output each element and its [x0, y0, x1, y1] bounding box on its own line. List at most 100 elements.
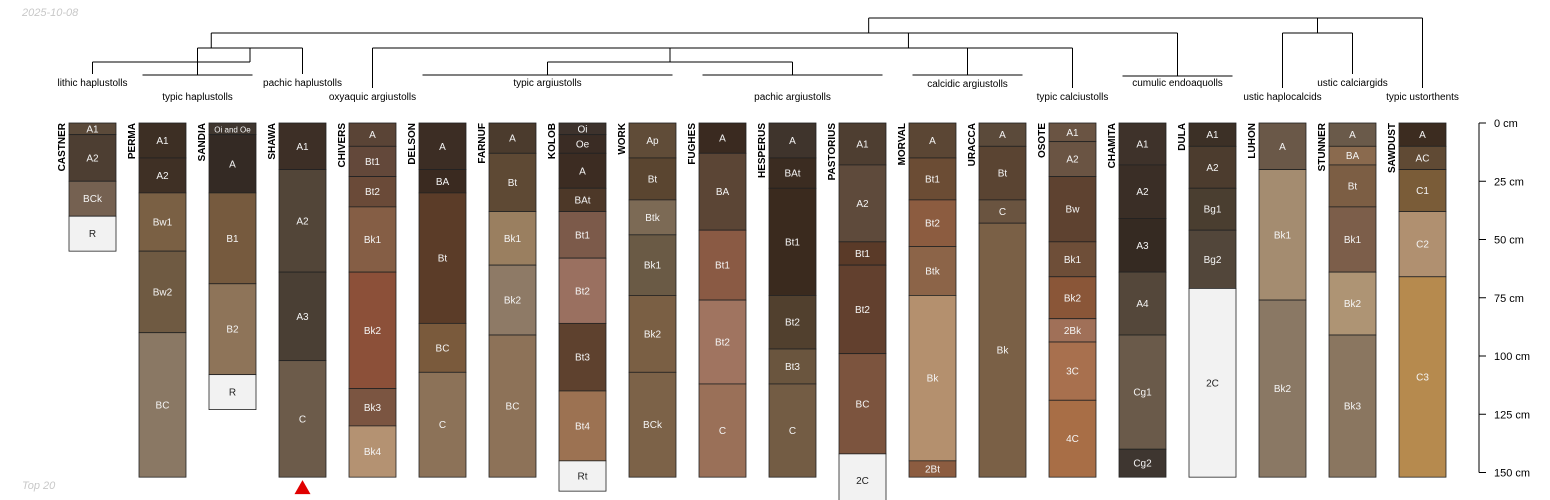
- horizon-perma-bc: [138, 332, 187, 478]
- horizon-label: A2: [1136, 187, 1149, 198]
- horizon-label: A3: [1136, 241, 1149, 252]
- horizon-label: Ap: [646, 136, 659, 147]
- horizon-label: A: [1419, 130, 1426, 141]
- horizon-label: Bk2: [1274, 384, 1292, 395]
- horizon-morval-bt2: [908, 199, 957, 247]
- horizon-label: Btk: [925, 266, 940, 277]
- horizon-label: A2: [296, 216, 309, 227]
- profile-name-chivers: CHIVERS: [337, 123, 348, 168]
- horizon-chamita-a4: [1118, 271, 1167, 336]
- horizon-delson-bc: [418, 322, 467, 373]
- horizon-dula-bg1: [1188, 187, 1237, 231]
- horizon-sawdust-c3: [1398, 276, 1447, 478]
- horizon-label: A2: [1066, 155, 1079, 166]
- horizon-stunner-bk3: [1328, 334, 1377, 478]
- profile-name-uracca: URACCA: [967, 123, 978, 166]
- horizon-dula-a2: [1188, 145, 1237, 189]
- horizon-farnuf-a: [488, 122, 537, 154]
- profile-name-delson: DELSON: [407, 123, 418, 165]
- horizon-label: Bt3: [575, 353, 590, 364]
- horizon-label: BC: [856, 399, 870, 410]
- profile-delson: A BA Bt BC C DELSON: [407, 122, 467, 478]
- profile-kolob: Oi Oe A BAt Bt1 Bt2 Bt3 Bt4 Rt KOLOB: [547, 122, 607, 492]
- profile-name-kolob: KOLOB: [547, 123, 558, 159]
- axis-tick-label: 25 cm: [1494, 176, 1524, 188]
- horizon-label: A: [509, 134, 516, 145]
- horizon-label: Bk1: [364, 235, 382, 246]
- horizon-label: A: [439, 142, 446, 153]
- horizon-chamita-a3: [1118, 218, 1167, 273]
- horizon-label: A4: [1136, 299, 1149, 310]
- horizon-label: Bt1: [575, 230, 590, 241]
- horizon-fughes-ba: [698, 152, 747, 231]
- soil-profiles: A1 A2 BCk R CASTNER A1 A2 Bw1 Bw2 BC PERMA Oi and O…: [57, 122, 1447, 500]
- horizon-label: Oi and Oe: [214, 125, 251, 134]
- horizon-chamita-cg2: [1118, 448, 1167, 478]
- footer-label: Top 20: [22, 480, 56, 492]
- horizon-label: BCk: [643, 420, 663, 431]
- horizon-label: Bk1: [1344, 235, 1362, 246]
- taxon-label-pachic-haplustolls: pachic haplustolls: [263, 78, 342, 89]
- horizon-work-bt: [628, 157, 677, 201]
- horizon-label: Bk2: [644, 329, 662, 340]
- horizon-delson-bt: [418, 192, 467, 324]
- horizon-fughes-bt1: [698, 229, 747, 301]
- taxon-label-typic-ustorthents: typic ustorthents: [1386, 92, 1459, 103]
- horizon-label: A2: [1206, 163, 1219, 174]
- horizon-label: 2Bk: [1064, 326, 1082, 337]
- horizon-kolob-bt1: [558, 211, 607, 259]
- horizon-label: A: [369, 130, 376, 141]
- horizon-label: A1: [296, 142, 309, 153]
- profile-sandia: Oi and Oe A B1 B2 R SANDIA: [197, 122, 257, 410]
- horizon-label: Bt1: [855, 249, 870, 260]
- horizon-hesperus-a: [768, 122, 817, 159]
- horizon-label: Bt2: [925, 219, 940, 230]
- horizon-pastorius-bt2: [838, 264, 887, 355]
- horizon-label: Bk1: [1274, 230, 1292, 241]
- horizon-label: BAt: [784, 169, 800, 180]
- profile-name-morval: MORVAL: [897, 123, 908, 165]
- horizon-label: A: [229, 159, 236, 170]
- horizon-hesperus-bat: [768, 157, 817, 189]
- horizon-pastorius-a2: [838, 164, 887, 243]
- horizon-label: Bt2: [855, 305, 870, 316]
- horizon-hesperus-c: [768, 383, 817, 478]
- horizon-label: C: [999, 207, 1006, 218]
- horizon-pastorius-a1: [838, 122, 887, 166]
- taxon-label-ustic-haplocalcids: ustic haplocalcids: [1243, 92, 1321, 103]
- horizon-label: A1: [1206, 130, 1219, 141]
- horizon-osote-bw: [1048, 176, 1097, 243]
- horizon-stunner-bk2: [1328, 271, 1377, 336]
- profile-name-work: WORK: [617, 122, 628, 154]
- horizon-farnuf-bk1: [488, 211, 537, 266]
- taxon-label-calcidic-argiustolls: calcidic argiustolls: [927, 79, 1008, 90]
- horizon-sandia-r: [208, 374, 257, 410]
- profile-name-fughes: FUGHES: [687, 123, 698, 165]
- horizon-label: Bt2: [365, 187, 380, 198]
- profile-dula: A1 A2 Bg1 Bg2 2C DULA: [1177, 122, 1237, 478]
- horizon-label: A1: [1136, 139, 1149, 150]
- date-label: 2025-10-08: [22, 7, 79, 19]
- horizon-hesperus-bt2: [768, 295, 817, 350]
- horizon-fughes-bt2: [698, 299, 747, 385]
- horizon-label: Bk2: [1064, 293, 1082, 304]
- horizon-sawdust-c1: [1398, 169, 1447, 212]
- taxon-labels: lithic haplustolls typic haplustolls pachi…: [57, 78, 1458, 103]
- horizon-label: BCk: [83, 194, 103, 205]
- horizon-work-btk: [628, 199, 677, 236]
- taxon-label-typic-argiustolls: typic argiustolls: [513, 78, 581, 89]
- horizon-luhon-a: [1258, 122, 1307, 170]
- horizon-label: Bt2: [785, 318, 800, 329]
- horizon-label: A: [1279, 142, 1286, 153]
- axis-tick-label: 0 cm: [1494, 118, 1518, 130]
- horizon-fughes-c: [698, 383, 747, 478]
- horizon-osote-bk1: [1048, 241, 1097, 278]
- profile-stunner: A BA Bt Bk1 Bk2 Bk3 STUNNER: [1317, 122, 1377, 478]
- axis-tick-label: 125 cm: [1494, 409, 1530, 421]
- horizon-hesperus-bt1: [768, 187, 817, 296]
- horizon-osote-bk2: [1048, 276, 1097, 320]
- taxon-label-lithic-haplustolls: lithic haplustolls: [57, 78, 127, 89]
- axis-tick-label: 100 cm: [1494, 351, 1530, 363]
- profile-name-perma: PERMA: [127, 123, 138, 159]
- horizon-kolob-bt3: [558, 322, 607, 392]
